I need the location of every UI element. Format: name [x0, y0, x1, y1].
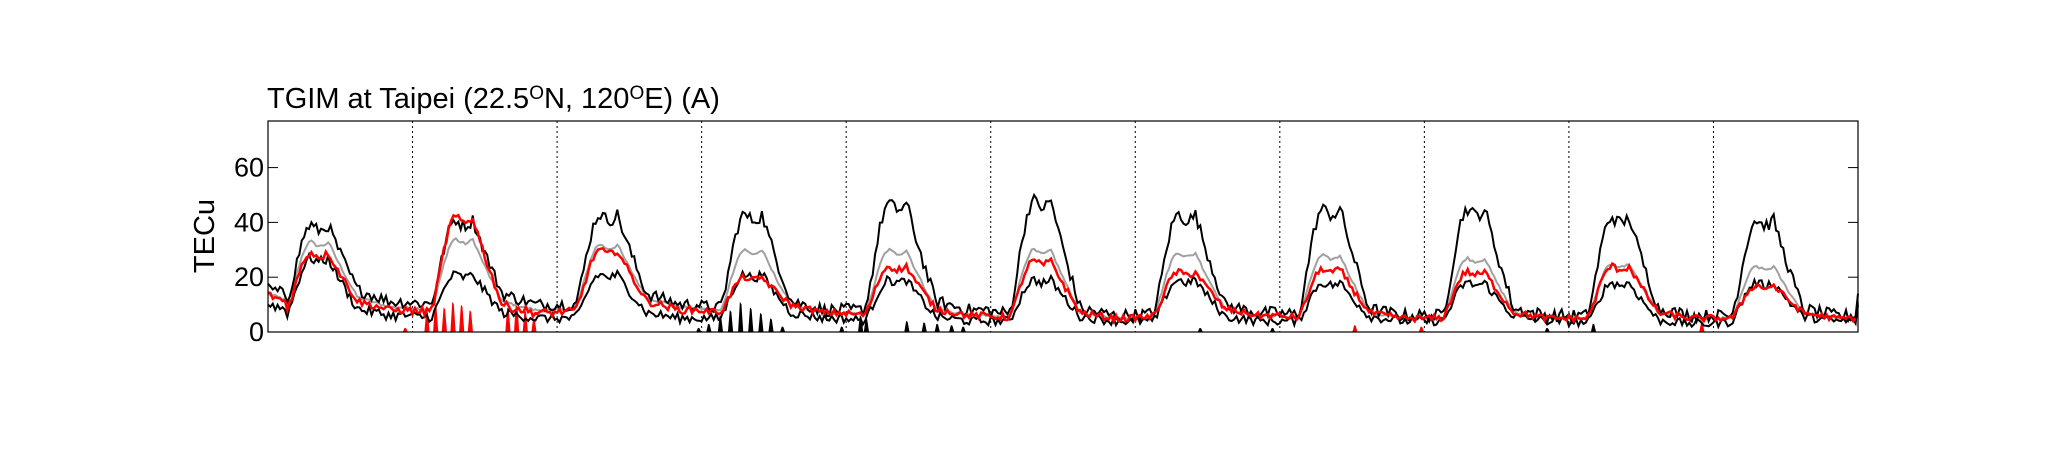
negative-anomaly — [738, 301, 744, 332]
negative-anomaly — [1544, 327, 1550, 332]
positive-anomaly — [531, 318, 537, 332]
title-part: E) (A) — [644, 83, 720, 115]
series-lower-bound — [267, 251, 1859, 330]
negative-anomaly — [758, 312, 764, 332]
positive-anomaly — [402, 327, 408, 332]
chart-title: TGIM at Taipei (22.5ON, 120OE) (A) — [267, 83, 720, 115]
positive-anomaly — [1418, 326, 1425, 332]
positive-anomaly — [1352, 325, 1358, 332]
y-tick-label: 20 — [234, 262, 264, 292]
negative-anomaly — [960, 326, 966, 332]
title-superscript: O — [629, 83, 644, 104]
positive-anomaly — [433, 304, 439, 332]
negative-anomaly — [949, 325, 955, 332]
y-tick-label: 60 — [234, 153, 264, 183]
negative-anomaly — [1269, 327, 1276, 332]
negative-anomaly — [1590, 323, 1597, 332]
negative-anomaly — [858, 315, 864, 332]
title-superscript: O — [529, 83, 544, 104]
positive-anomaly — [441, 307, 447, 332]
positive-anomaly — [424, 310, 430, 332]
positive-anomaly — [450, 301, 456, 332]
y-tick-label: 0 — [249, 317, 264, 347]
positive-anomaly — [1699, 322, 1705, 332]
negative-anomaly — [839, 326, 845, 332]
negative-anomaly — [768, 318, 774, 332]
negative-anomaly — [717, 315, 724, 332]
negative-anomaly — [706, 323, 712, 332]
negative-anomaly — [921, 322, 927, 332]
y-axis-label: TECu — [189, 199, 221, 273]
negative-anomaly — [904, 321, 910, 332]
title-part: TGIM at Taipei (22.5 — [267, 83, 529, 115]
plot-frame — [267, 120, 1859, 333]
negative-anomaly — [696, 327, 702, 332]
negative-anomaly — [863, 318, 870, 332]
series-observed — [267, 213, 1857, 325]
series-upper-bound — [267, 192, 1859, 326]
negative-anomaly — [934, 323, 940, 332]
positive-anomaly — [467, 310, 473, 332]
positive-anomaly — [459, 304, 465, 332]
negative-anomaly — [727, 310, 734, 332]
plot-area: 0 20 40 60 — [234, 120, 1859, 347]
negative-anomaly — [779, 326, 786, 332]
positive-anomaly — [505, 307, 511, 332]
negative-anomaly — [748, 307, 754, 332]
positive-anomaly — [514, 301, 520, 332]
y-tick-label: 40 — [234, 207, 264, 237]
negative-anomaly — [1197, 327, 1203, 332]
positive-anomaly — [522, 310, 528, 332]
title-part: N, 120 — [544, 83, 629, 115]
